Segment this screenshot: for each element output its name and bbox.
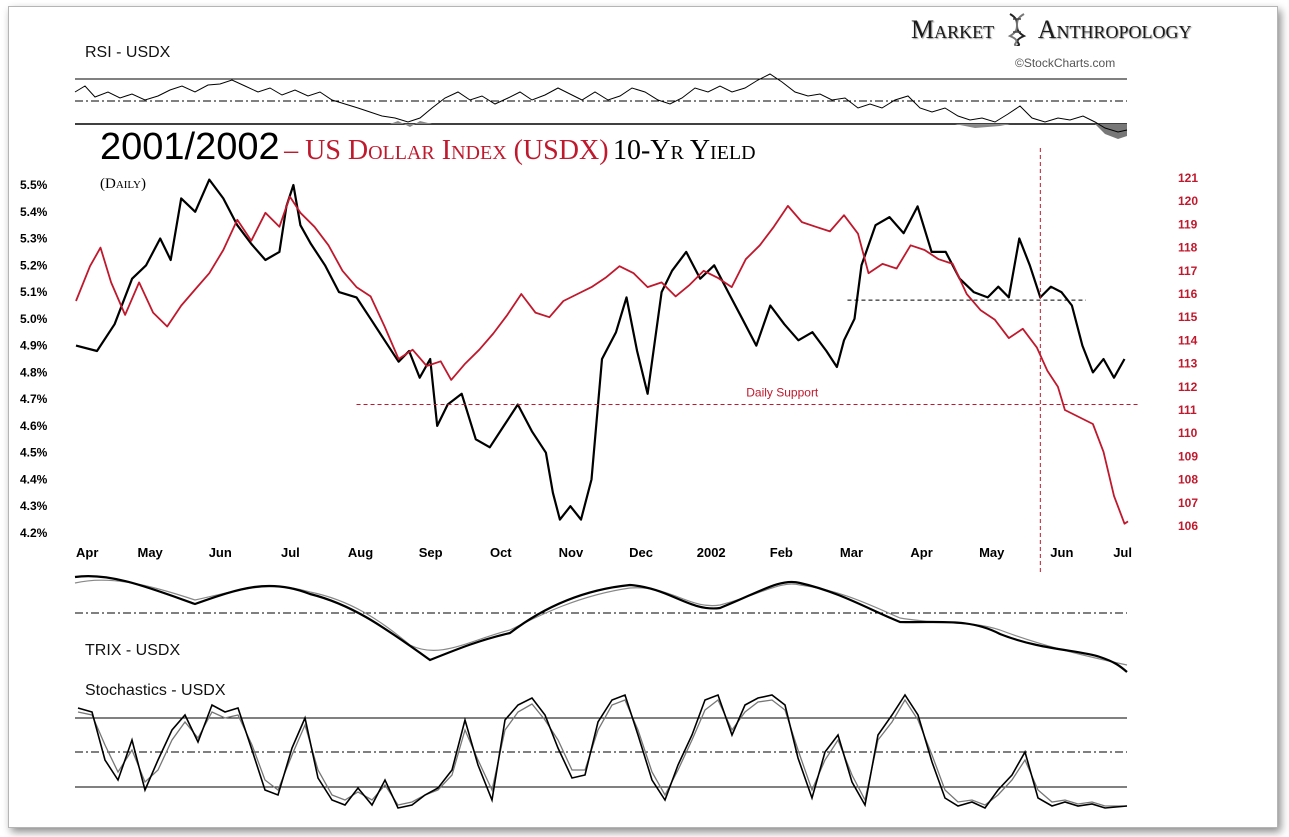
y-left-tick-label: 4.2% — [20, 526, 48, 540]
x-tick-label: Jul — [281, 545, 300, 560]
y-left-tick-label: 5.2% — [20, 258, 48, 272]
y-right-tick-label: 107 — [1178, 496, 1198, 510]
x-axis: Apr May Jun Jul Aug Sep Oct Nov Dec 2002 Feb Mar Apr… — [76, 545, 1132, 560]
y-left-tick-label: 4.6% — [20, 419, 48, 433]
y-right-tick-label: 113 — [1178, 357, 1198, 371]
y-left-tick-label: 4.4% — [20, 472, 48, 486]
y-right-tick-label: 112 — [1178, 380, 1198, 394]
y-right-tick-label: 110 — [1178, 426, 1198, 440]
x-tick-label: Nov — [559, 545, 584, 560]
rsi-panel — [74, 73, 1128, 139]
y-left-tick-label: 5.5% — [20, 178, 48, 192]
y-left-tick-label: 5.3% — [20, 232, 48, 246]
y-left-tick-label: 4.9% — [20, 339, 48, 353]
y-left-tick-label: 4.8% — [20, 365, 48, 379]
annotations-group: Daily Support — [356, 148, 1138, 575]
x-tick-label: Feb — [770, 545, 793, 560]
y-right-tick-label: 109 — [1178, 449, 1198, 463]
trix-line — [74, 575, 1128, 673]
y-left-tick-label: 5.1% — [20, 285, 48, 299]
title-usdx: – US Dollar Index (USDX) — [284, 135, 609, 166]
x-tick-label: Jun — [209, 545, 232, 560]
chart-frame — [8, 6, 1278, 828]
x-tick-label: Dec — [629, 545, 653, 560]
series-line-usdx — [75, 195, 1129, 525]
y-left-tick-label: 4.3% — [20, 499, 48, 513]
x-tick-label: Jul — [1113, 545, 1132, 560]
y-right-tick-label: 119 — [1178, 217, 1198, 231]
brand-name-part2: Anthropology — [1037, 15, 1192, 44]
rsi-oversold-fill — [955, 124, 1010, 128]
brand-name-part1: Market — [911, 15, 995, 44]
stoch-slow-line — [77, 698, 1127, 807]
rsi-label: RSI - USDX — [85, 44, 171, 61]
chart-subtitle: (Daily) — [100, 176, 146, 192]
trix-label: TRIX - USDX — [85, 642, 181, 659]
y-right-tick-label: 116 — [1178, 287, 1198, 301]
stoch-fast-line — [77, 693, 1128, 810]
brand-logo: Market Anthropology — [911, 12, 1192, 47]
rsi-line — [74, 73, 1128, 133]
y-right-tick-label: 121 — [1178, 171, 1198, 185]
dna-icon — [1007, 13, 1026, 47]
y-axis-left: 5.5% 5.4% 5.3% 5.2% 5.1% 5.0% 4.9% 4.8% 4.7% 4.6%… — [20, 178, 48, 540]
support-label: Daily Support — [746, 386, 819, 400]
y-right-tick-label: 114 — [1178, 333, 1198, 347]
x-tick-label: Apr — [76, 545, 98, 560]
y-left-tick-label: 4.5% — [20, 446, 48, 460]
x-tick-label: Sep — [419, 545, 443, 560]
y-axis-right: 121 120 119 118 117 116 115 114 113 112 111 110 109 1… — [1178, 171, 1198, 533]
rsi-oversold-fill — [1095, 124, 1127, 139]
y-right-tick-label: 115 — [1178, 310, 1198, 324]
title-years: 2001/2002 — [100, 126, 280, 168]
x-tick-label: Aug — [348, 545, 373, 560]
y-right-tick-label: 118 — [1178, 241, 1198, 255]
y-right-tick-label: 120 — [1178, 194, 1198, 208]
y-right-tick-label: 111 — [1178, 403, 1197, 417]
copyright-text: ©StockCharts.com — [1015, 56, 1116, 70]
title-yield: 10-Yr Yield — [612, 135, 756, 166]
x-tick-label: 2002 — [697, 545, 726, 560]
x-tick-label: May — [979, 545, 1005, 560]
y-right-tick-label: 117 — [1178, 264, 1198, 278]
x-tick-label: May — [137, 545, 163, 560]
y-left-tick-label: 5.0% — [20, 312, 48, 326]
series-group — [75, 178, 1129, 525]
y-right-tick-label: 106 — [1178, 519, 1198, 533]
y-left-tick-label: 5.4% — [20, 205, 48, 219]
stochastics-label: Stochastics - USDX — [85, 682, 226, 699]
stochastics-panel — [75, 693, 1128, 810]
x-tick-label: Mar — [840, 545, 863, 560]
y-left-tick-label: 4.7% — [20, 392, 48, 406]
x-tick-label: Apr — [910, 545, 932, 560]
y-right-tick-label: 108 — [1178, 473, 1198, 487]
x-tick-label: Oct — [490, 545, 512, 560]
trix-panel — [74, 575, 1128, 673]
chart-title: 2001/2002 – US Dollar Index (USDX) 10-Yr… — [100, 126, 756, 169]
series-line-yield — [75, 178, 1126, 521]
rsi-oversold-fill — [390, 121, 432, 127]
x-tick-label: Jun — [1050, 545, 1073, 560]
